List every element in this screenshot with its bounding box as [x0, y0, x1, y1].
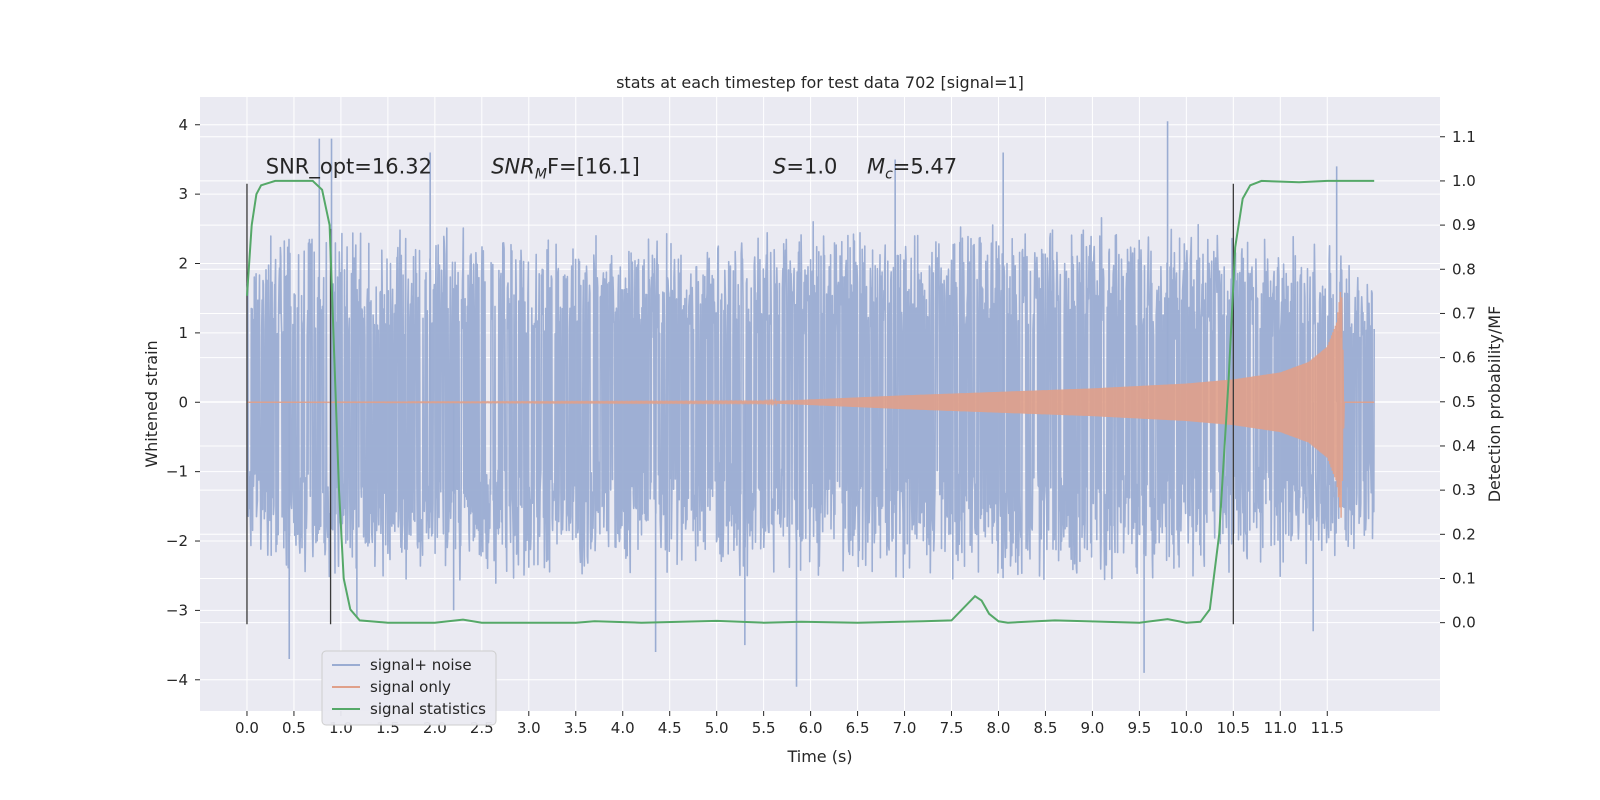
- y2-tick-label: 0.7: [1452, 304, 1476, 322]
- y2-tick-label: 0.5: [1452, 393, 1476, 411]
- annotation: SNR_opt=16.32: [266, 154, 432, 179]
- legend: signal+ noise signal only signal statistic…: [321, 650, 497, 726]
- y2-tick-label: 0.1: [1452, 569, 1476, 587]
- annotation-subscript: M: [535, 166, 547, 182]
- y2-axis-label: Detection probability/MF: [1485, 306, 1504, 503]
- x-tick-label: 5.0: [705, 719, 729, 737]
- x-tick-label: 11.5: [1311, 719, 1344, 737]
- noise-spikes: [288, 121, 1338, 687]
- x-tick-label: 5.5: [752, 719, 776, 737]
- annotation: Mc=5.47: [867, 154, 957, 182]
- annotation-part: SNR: [491, 154, 535, 178]
- y-tick-label: 0: [178, 393, 188, 411]
- series-signal-statistics: [246, 179, 1375, 624]
- x-tick-label: 9.5: [1127, 719, 1151, 737]
- y2-tick-label: 0.6: [1452, 349, 1476, 367]
- x-axis-label: Time (s): [786, 747, 852, 766]
- annotation: SNRMF=[16.1]: [491, 154, 640, 182]
- x-tick-label: 7.5: [940, 719, 964, 737]
- x-tick-label: 9.0: [1080, 719, 1104, 737]
- legend-label: signal+ noise: [370, 656, 472, 674]
- series-signal-noise: [246, 217, 1375, 584]
- legend-label: signal only: [370, 678, 451, 696]
- annotation: S=1.0: [773, 154, 837, 178]
- x-tick-label: 8.5: [1034, 719, 1058, 737]
- legend-label: signal statistics: [370, 700, 486, 718]
- x-tick-label: 11.0: [1264, 719, 1297, 737]
- chart-title: stats at each timestep for test data 702…: [616, 73, 1024, 92]
- axes: 0.0 0.5 1.0 1.5 2.0 2.5 3.0 3.5 4.0 4.5 5.0 5.5 6.0 6…: [166, 116, 1476, 737]
- y-tick-label: −1: [166, 463, 188, 481]
- x-tick-label: 6.0: [799, 719, 823, 737]
- series-signal-only: [247, 291, 1375, 518]
- y-tick-label: −4: [166, 671, 188, 689]
- annotation-part: M: [867, 154, 885, 178]
- x-tick-label: 0.0: [235, 719, 259, 737]
- annotation-part: S: [773, 154, 786, 178]
- y2-tick-label: 1.0: [1452, 172, 1476, 190]
- annotation-part: F=[16.1]: [547, 154, 640, 178]
- x-tick-label: 10.5: [1217, 719, 1250, 737]
- y-tick-label: 2: [178, 255, 188, 273]
- annotation-part: SNR_opt=16.32: [266, 154, 432, 179]
- y2-tick-label: 0.8: [1452, 260, 1476, 278]
- y-axis-label: Whitened strain: [142, 340, 161, 467]
- x-tick-label: 3.5: [564, 719, 588, 737]
- x-tick-label: 3.0: [517, 719, 541, 737]
- legend-box: [321, 650, 497, 726]
- annotation-subscript: c: [885, 166, 893, 182]
- y2-tick-label: 0.0: [1452, 614, 1476, 632]
- x-tick-label: 7.0: [893, 719, 917, 737]
- x-tick-label: 0.5: [282, 719, 306, 737]
- y-tick-label: 1: [178, 324, 188, 342]
- plot-area: SNR_opt=16.32 SNRMF=[16.1] S=1.0 Mc=5.470.0…: [166, 97, 1476, 737]
- y-tick-label: −3: [166, 601, 188, 619]
- y2-tick-label: 1.1: [1452, 128, 1476, 146]
- y-tick-label: 3: [178, 185, 188, 203]
- y2-tick-label: 0.2: [1452, 525, 1476, 543]
- x-tick-label: 4.0: [611, 719, 635, 737]
- y-tick-label: −2: [166, 532, 188, 550]
- y2-tick-label: 0.9: [1452, 216, 1476, 234]
- x-tick-label: 8.0: [987, 719, 1011, 737]
- annotation-part: =5.47: [893, 154, 957, 178]
- y-tick-label: 4: [178, 116, 188, 134]
- y2-tick-label: 0.3: [1452, 481, 1476, 499]
- annotation-part: =1.0: [786, 154, 837, 178]
- x-tick-label: 4.5: [658, 719, 682, 737]
- x-tick-label: 6.5: [846, 719, 870, 737]
- x-tick-label: 10.0: [1170, 719, 1203, 737]
- y2-tick-label: 0.4: [1452, 437, 1476, 455]
